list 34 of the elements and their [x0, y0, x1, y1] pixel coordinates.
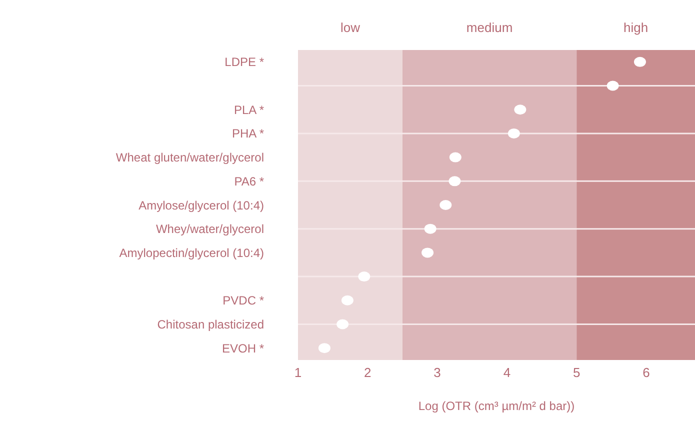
x-tick-label: 1 [294, 365, 302, 380]
x-tick-label: 5 [572, 365, 580, 380]
point [422, 248, 434, 258]
x-tick-label: 6 [642, 365, 650, 380]
y-tick-label: EVOH * [222, 341, 264, 356]
y-tick-label: PA6 * [234, 174, 264, 188]
point [606, 80, 619, 91]
x-axis-title: Log (OTR (cm³ µm/m² d bar)) [418, 399, 575, 413]
band-label: high [624, 20, 648, 35]
point [336, 319, 349, 330]
y-tick-label: Amylose/glycerol (10:4) [138, 198, 264, 212]
point [448, 176, 461, 186]
y-tick-label: Amylopectin/glycerol (10:4) [119, 246, 264, 260]
point [358, 272, 370, 282]
point [341, 295, 354, 306]
point [440, 200, 452, 210]
y-tick-label: Chitosan plasticized [157, 317, 264, 332]
band-label: low [340, 20, 361, 35]
y-tick-label: PLA * [234, 102, 264, 117]
y-tick-label: PHA * [232, 126, 264, 141]
y-tick-label: PVDC * [222, 294, 264, 308]
x-tick-label: 3 [434, 365, 441, 380]
x-tick-label: 2 [364, 365, 372, 380]
point [449, 152, 462, 162]
band-label: medium [466, 20, 513, 35]
y-tick-label: LDPE * [224, 55, 264, 70]
y-tick-label: Whey/water/glycerol [156, 222, 264, 236]
x-tick-label: 4 [503, 365, 511, 380]
point [514, 104, 526, 115]
y-tick-label: Wheat gluten/water/glycerol [116, 150, 264, 165]
point [424, 224, 436, 234]
point [318, 343, 330, 354]
point [508, 128, 520, 138]
point [634, 56, 646, 67]
